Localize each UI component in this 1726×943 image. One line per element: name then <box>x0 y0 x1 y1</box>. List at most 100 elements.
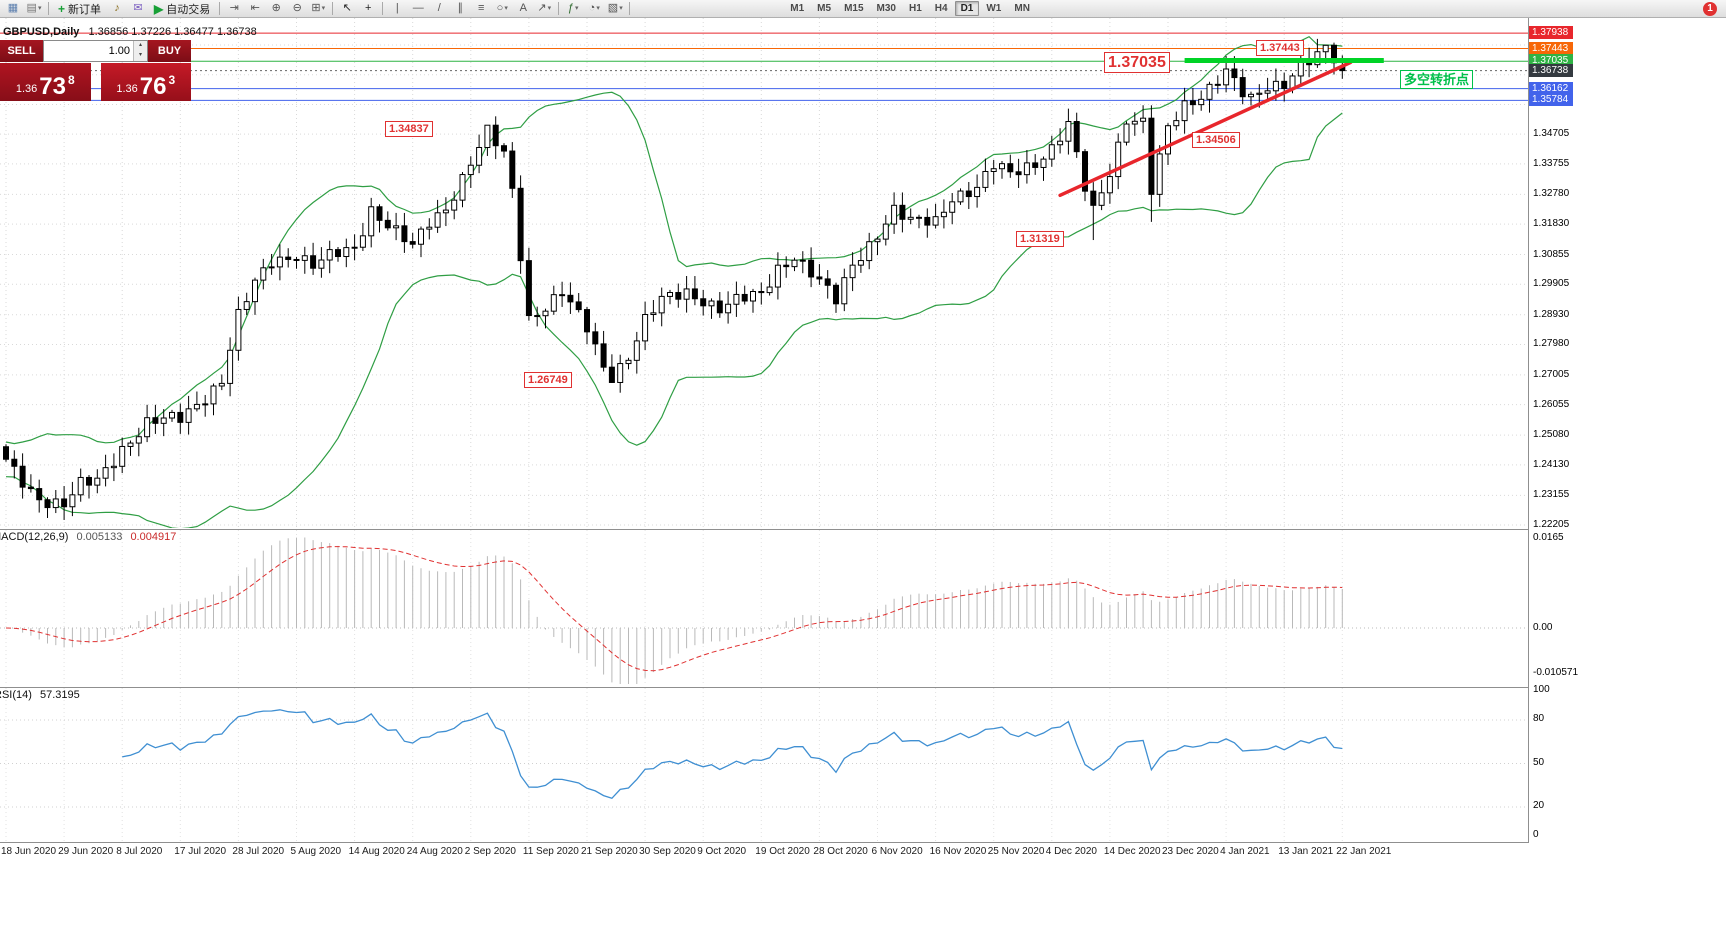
volume-field: ▴ ▾ <box>43 40 148 62</box>
timeframe-toolbar: M1 M5 M15 M30 H1 H4 D1 W1 MN <box>784 1 1036 16</box>
cursor-icon[interactable]: ↖ <box>337 1 357 16</box>
new-order-button-glyph: + <box>58 1 66 16</box>
timeframe-m5-button[interactable]: M5 <box>817 3 832 14</box>
buy-price-prefix: 1.36 <box>116 83 138 95</box>
price-scale[interactable]: 1.34705 1.33755 1.32780 1.31830 1.30855 1.299… <box>1528 18 1578 843</box>
vertical-line-icon[interactable]: | <box>387 1 407 16</box>
toolbar-separator <box>332 2 334 15</box>
timeframe-m15-button[interactable]: M15 <box>844 3 864 14</box>
sell-button[interactable]: SELL <box>0 40 43 62</box>
rsi-axis-label: 20 <box>1533 800 1545 811</box>
fibonacci-icon-glyph: ≡ <box>478 2 485 14</box>
timeframe-m30-button[interactable]: M30 <box>876 3 896 14</box>
dropdown-arrow-icon: ▾ <box>596 5 600 12</box>
chart-symbol-label: GBPUSD,Daily <box>3 26 80 38</box>
alerts-sound-icon[interactable]: ♪ <box>107 1 127 16</box>
time-axis-label: 8 Jul 2020 <box>116 846 163 857</box>
grid-layer <box>0 18 1528 528</box>
time-axis-label: 21 Sep 2020 <box>581 846 638 857</box>
price-tick-label: 1.34705 <box>1533 128 1570 140</box>
time-axis-label: 14 Aug 2020 <box>348 846 405 857</box>
dropdown-arrow-icon: ▾ <box>504 5 508 12</box>
timeframe-mn-button[interactable]: MN <box>1014 3 1030 14</box>
rsi-axis-label: 50 <box>1533 756 1545 768</box>
timeframe-d1-button[interactable]: D1 <box>954 1 980 16</box>
dropdown-arrow-icon: ▾ <box>547 5 552 12</box>
rsi-indicator-label: RSI(14) 57.3195 <box>0 689 85 701</box>
time-axis-label: 2 Sep 2020 <box>464 846 516 857</box>
templates-icon[interactable]: ▧ ▾ <box>605 1 625 16</box>
chart-ohlc-values: 1.36856 1.37226 1.36477 1.36738 <box>88 26 257 38</box>
autotrading-button-glyph: ▶ <box>154 1 164 16</box>
trendline-icon[interactable]: / <box>429 1 449 16</box>
autotrading-button[interactable]: ▶ 自动交易 <box>149 1 215 17</box>
tile-windows-icon[interactable]: ⊞ ▾ <box>308 1 328 16</box>
timeframe-h4-button[interactable]: H4 <box>934 3 948 14</box>
price-tick-label: 1.32780 <box>1533 188 1570 200</box>
notifications-badge[interactable]: 1 <box>1703 1 1717 16</box>
candles-layer <box>3 38 1346 520</box>
sell-price-button[interactable]: 1.36 73 8 <box>0 63 91 101</box>
time-axis-label: 4 Dec 2020 <box>1045 846 1097 857</box>
volume-increase-button[interactable]: ▴ <box>134 41 147 51</box>
time-axis-label: 22 Jan 2021 <box>1336 846 1392 857</box>
fibonacci-icon[interactable]: ≡ <box>471 1 491 16</box>
time-axis-label: 19 Oct 2020 <box>755 846 810 857</box>
horizontal-line-icon[interactable]: — <box>408 1 428 16</box>
time-axis-label: 11 Sep 2020 <box>522 846 579 857</box>
trade-panel-header-row: SELL ▴ ▾ BUY <box>0 40 191 62</box>
indicators-icon[interactable]: ƒ ▾ <box>563 1 583 16</box>
price-tick-label: 1.30855 <box>1533 248 1570 260</box>
buy-price-sup: 3 <box>168 73 176 87</box>
trade-panel-price-row: 1.36 73 8 1.36 76 3 <box>0 63 191 101</box>
mailbox-icon[interactable]: ✉ <box>128 1 148 16</box>
buy-price-button[interactable]: 1.36 76 3 <box>100 63 191 101</box>
sell-price-main: 73 <box>39 73 66 100</box>
timeframe-w1-button[interactable]: W1 <box>986 3 1002 14</box>
arrow-objects-icon[interactable]: ↗ ▾ <box>534 1 554 16</box>
macd-signal-value: 0.004917 <box>130 531 177 543</box>
cursor-icon-glyph: ↖ <box>342 2 352 14</box>
tile-windows-icon-glyph: ⊞ <box>311 2 321 14</box>
volume-input[interactable] <box>44 41 133 61</box>
timeframe-h1-button[interactable]: H1 <box>908 3 922 14</box>
time-axis-label: 6 Nov 2020 <box>871 846 923 857</box>
crosshair-icon[interactable]: + <box>358 1 378 16</box>
equidistant-channel-icon[interactable]: ∥ <box>450 1 470 16</box>
time-axis-label: 28 Jul 2020 <box>232 846 285 857</box>
chart-shift-icon[interactable]: ⇤ <box>245 1 265 16</box>
periods-icon-glyph: ◔ <box>588 2 596 14</box>
macd-axis-label: -0.010571 <box>1533 667 1579 678</box>
macd-indicator-label: MACD(12,26,9) 0.005133 0.004917 <box>0 531 181 543</box>
zoom-out-icon[interactable]: ⊖ <box>287 1 307 16</box>
price-tick-label: 1.22205 <box>1533 519 1570 531</box>
periods-icon[interactable]: ◔ ▾ <box>584 1 604 16</box>
autoscroll-icon-glyph: ⇥ <box>229 2 239 14</box>
toolbar-separator <box>48 2 49 15</box>
price-chart-canvas[interactable] <box>0 18 1528 528</box>
autotrading-button-label: 自动交易 <box>166 3 211 16</box>
price-tick-label: 1.24130 <box>1533 458 1570 470</box>
shapes-icon[interactable]: ○ ▾ <box>492 1 512 16</box>
rsi-panel-canvas[interactable] <box>0 687 1528 841</box>
new-chart-icon-glyph: ▦ <box>7 2 19 14</box>
volume-decrease-button[interactable]: ▾ <box>134 51 147 61</box>
macd-panel-canvas[interactable] <box>0 529 1528 686</box>
timeframe-m1-button[interactable]: M1 <box>790 3 805 14</box>
equidistant-channel-icon-glyph: ∥ <box>457 2 464 14</box>
chart-profiles-icon[interactable]: ▤ ▾ <box>24 1 44 16</box>
text-label-icon[interactable]: A <box>513 1 533 16</box>
time-scale[interactable]: 18 Jun 2020 29 Jun 2020 8 Jul 2020 17 Jul 2… <box>0 842 1572 860</box>
zoom-in-icon[interactable]: ⊕ <box>266 1 286 16</box>
new-order-button[interactable]: + 新订单 <box>53 1 106 17</box>
buy-button[interactable]: BUY <box>148 40 191 62</box>
bollinger-bands-layer <box>5 35 1343 528</box>
main-toolbar: ▦ ▤ ▾ + 新订单 ♪ ✉ ▶ 自动交易 ⇥ ⇤ ⊕ ⊖ ⊞ ▾ ↖ + | — / ∥ ≡ ○ ▾ A ↗ ▾ ƒ ▾ ◔ ▾ ▧ ▾ M1… <box>0 0 1726 18</box>
time-axis-label: 5 Aug 2020 <box>290 846 342 857</box>
chart-shift-icon-glyph: ⇤ <box>250 2 260 14</box>
autoscroll-icon[interactable]: ⇥ <box>224 1 244 16</box>
time-axis-label: 18 Jun 2020 <box>1 846 57 857</box>
macd-signal-line <box>5 546 1343 672</box>
new-chart-icon[interactable]: ▦ <box>3 1 23 16</box>
